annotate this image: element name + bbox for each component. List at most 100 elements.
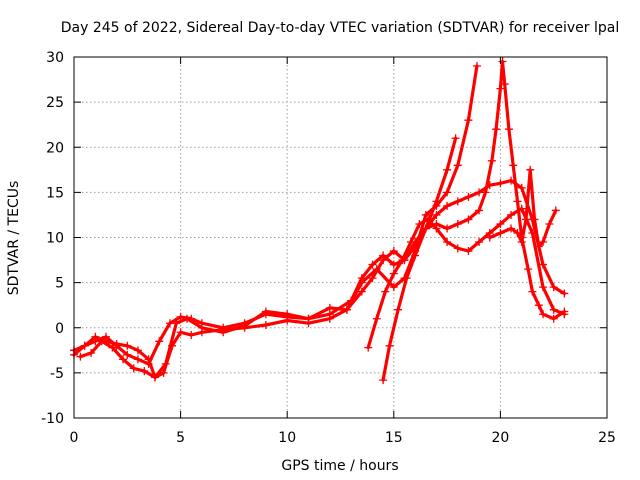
data-point-track-4 xyxy=(398,256,407,265)
data-point-track-6 xyxy=(507,224,516,233)
data-point-track-3 xyxy=(172,319,181,328)
data-point-track-3 xyxy=(151,373,160,382)
data-point-track-6 xyxy=(530,215,539,224)
data-point-track-4 xyxy=(453,244,462,253)
data-point-track-5 xyxy=(539,310,548,319)
data-point-track-3 xyxy=(119,355,128,364)
data-point-track-4 xyxy=(528,228,537,237)
data-point-track-5 xyxy=(402,274,411,283)
data-point-track-6 xyxy=(517,238,526,247)
x-tick-label: 5 xyxy=(176,430,185,446)
data-point-track-1 xyxy=(123,341,132,350)
data-point-track-2 xyxy=(389,260,398,269)
data-point-track-6 xyxy=(513,228,522,237)
y-tick-label: 25 xyxy=(46,95,64,111)
data-point-track-6 xyxy=(521,215,530,224)
y-tick-label: 5 xyxy=(55,276,64,292)
data-point-track-1 xyxy=(133,346,142,355)
data-point-track-2 xyxy=(112,341,121,350)
data-point-track-5 xyxy=(524,265,533,274)
data-point-track-4 xyxy=(464,247,473,256)
data-point-track-4 xyxy=(517,204,526,213)
data-point-track-5 xyxy=(385,341,394,350)
data-point-track-6 xyxy=(526,165,535,174)
y-tick-label: 10 xyxy=(46,231,64,247)
data-point-track-2 xyxy=(432,210,441,219)
data-point-track-4 xyxy=(549,305,558,314)
series-line-track-3 xyxy=(78,64,479,379)
x-tick-label: 20 xyxy=(491,430,509,446)
data-point-track-6 xyxy=(551,206,560,215)
data-point-track-2 xyxy=(101,332,110,341)
data-point-track-3 xyxy=(108,343,117,352)
data-point-track-3 xyxy=(283,310,292,319)
data-point-track-3 xyxy=(129,364,138,373)
data-point-track-3 xyxy=(464,116,473,125)
data-point-track-4 xyxy=(372,314,381,323)
data-point-track-2 xyxy=(507,176,516,185)
data-point-track-2 xyxy=(176,312,185,321)
data-point-track-1 xyxy=(368,274,377,283)
data-point-track-3 xyxy=(432,201,441,210)
data-point-track-5 xyxy=(453,219,462,228)
y-tick-label: 20 xyxy=(46,140,64,156)
data-point-track-3 xyxy=(389,283,398,292)
grid-layer xyxy=(74,57,607,418)
x-axis-label: GPS time / hours xyxy=(281,458,398,474)
data-point-track-1 xyxy=(187,330,196,339)
data-point-track-3 xyxy=(443,188,452,197)
data-point-track-4 xyxy=(507,210,516,219)
data-point-track-4 xyxy=(475,238,484,247)
data-point-track-3 xyxy=(97,337,106,346)
axis-layer: 0 5 10 15 20 25 -10 -5 0 5 10 15 20 25 30 xyxy=(41,50,616,446)
data-point-track-1 xyxy=(451,134,460,143)
data-point-track-1 xyxy=(159,368,168,377)
data-point-track-5 xyxy=(487,156,496,165)
data-point-track-1 xyxy=(168,341,177,350)
y-tick-label: -5 xyxy=(50,366,64,382)
data-point-track-2 xyxy=(485,181,494,190)
data-point-track-2 xyxy=(560,289,569,298)
data-point-track-5 xyxy=(513,197,522,206)
data-point-track-3 xyxy=(140,367,149,376)
data-point-track-3 xyxy=(219,328,228,337)
data-point-track-2 xyxy=(443,201,452,210)
data-point-track-3 xyxy=(453,161,462,170)
data-point-track-3 xyxy=(372,265,381,274)
data-point-track-2 xyxy=(123,350,132,359)
data-point-track-3 xyxy=(161,359,170,368)
x-tick-label: 10 xyxy=(278,430,296,446)
data-point-track-5 xyxy=(421,224,430,233)
data-point-track-3 xyxy=(182,314,191,323)
data-point-track-1 xyxy=(176,328,185,337)
data-point-track-5 xyxy=(394,305,403,314)
data-point-track-3 xyxy=(197,323,206,332)
data-point-track-4 xyxy=(423,215,432,224)
data-point-track-5 xyxy=(528,287,537,296)
data-point-track-5 xyxy=(492,125,501,134)
data-point-track-2 xyxy=(379,251,388,260)
x-tick-label: 15 xyxy=(385,430,403,446)
data-point-track-6 xyxy=(539,238,548,247)
data-point-track-2 xyxy=(453,197,462,206)
data-point-track-2 xyxy=(496,179,505,188)
data-point-track-4 xyxy=(389,269,398,278)
data-point-track-4 xyxy=(496,219,505,228)
data-point-track-2 xyxy=(368,260,377,269)
data-point-track-1 xyxy=(443,165,452,174)
data-point-track-1 xyxy=(261,321,270,330)
data-point-track-4 xyxy=(443,238,452,247)
data-point-track-5 xyxy=(498,57,507,66)
data-point-track-5 xyxy=(534,301,543,310)
data-point-track-3 xyxy=(357,278,366,287)
data-point-track-2 xyxy=(80,341,89,350)
marker-layer xyxy=(70,57,569,385)
y-tick-label: -10 xyxy=(41,411,64,427)
data-point-track-6 xyxy=(496,228,505,237)
data-point-track-6 xyxy=(545,219,554,228)
data-point-track-6 xyxy=(485,233,494,242)
data-point-track-3 xyxy=(472,62,481,71)
data-point-track-4 xyxy=(406,238,415,247)
data-point-track-3 xyxy=(325,303,334,312)
data-point-track-5 xyxy=(443,224,452,233)
